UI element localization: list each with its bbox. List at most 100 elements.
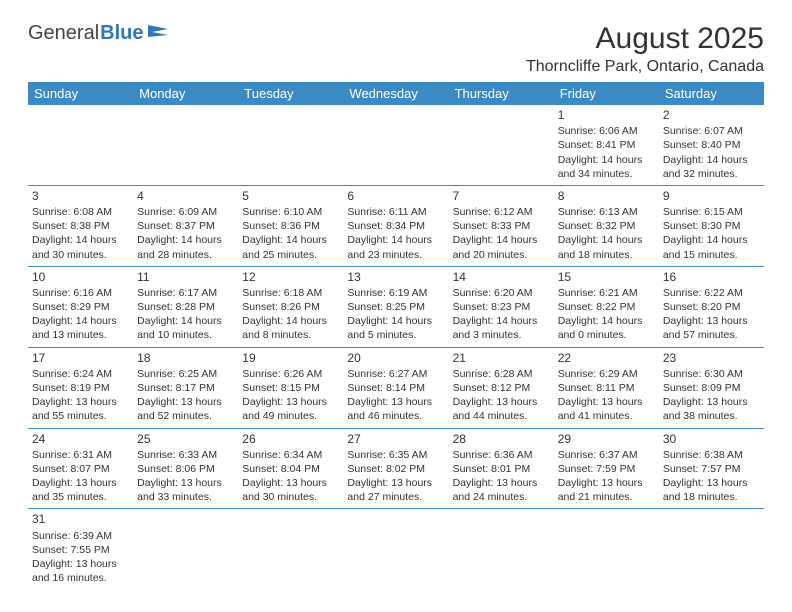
calendar-cell [449,105,554,185]
daylight-text: Daylight: 14 hours and 23 minutes. [347,233,444,261]
daylight-text: Daylight: 14 hours and 34 minutes. [558,153,655,181]
calendar-cell [238,105,343,185]
day-number: 11 [137,269,234,285]
calendar-cell: 28Sunrise: 6:36 AMSunset: 8:01 PMDayligh… [449,428,554,509]
calendar-cell: 27Sunrise: 6:35 AMSunset: 8:02 PMDayligh… [343,428,448,509]
calendar-cell: 2Sunrise: 6:07 AMSunset: 8:40 PMDaylight… [659,105,764,185]
sunrise-text: Sunrise: 6:24 AM [32,367,129,381]
sunrise-text: Sunrise: 6:33 AM [137,448,234,462]
sunset-text: Sunset: 8:14 PM [347,381,444,395]
col-tuesday: Tuesday [238,82,343,105]
day-number: 4 [137,188,234,204]
location: Thorncliffe Park, Ontario, Canada [526,58,764,76]
sunset-text: Sunset: 8:09 PM [663,381,760,395]
calendar-cell: 9Sunrise: 6:15 AMSunset: 8:30 PMDaylight… [659,185,764,266]
daylight-text: Daylight: 14 hours and 5 minutes. [347,314,444,342]
daylight-text: Daylight: 13 hours and 46 minutes. [347,395,444,423]
daylight-text: Daylight: 13 hours and 55 minutes. [32,395,129,423]
day-number: 31 [32,511,129,527]
sunrise-text: Sunrise: 6:16 AM [32,286,129,300]
sunrise-text: Sunrise: 6:17 AM [137,286,234,300]
calendar-cell: 30Sunrise: 6:38 AMSunset: 7:57 PMDayligh… [659,428,764,509]
sunset-text: Sunset: 8:29 PM [32,300,129,314]
day-number: 30 [663,431,760,447]
daylight-text: Daylight: 14 hours and 10 minutes. [137,314,234,342]
calendar-cell: 1Sunrise: 6:06 AMSunset: 8:41 PMDaylight… [554,105,659,185]
calendar-table: Sunday Monday Tuesday Wednesday Thursday… [28,82,764,589]
daylight-text: Daylight: 14 hours and 25 minutes. [242,233,339,261]
sunrise-text: Sunrise: 6:22 AM [663,286,760,300]
sunset-text: Sunset: 8:32 PM [558,219,655,233]
day-number: 13 [347,269,444,285]
sunrise-text: Sunrise: 6:27 AM [347,367,444,381]
sunset-text: Sunset: 8:41 PM [558,138,655,152]
daylight-text: Daylight: 13 hours and 16 minutes. [32,557,129,585]
sunset-text: Sunset: 8:28 PM [137,300,234,314]
daylight-text: Daylight: 14 hours and 3 minutes. [453,314,550,342]
sunset-text: Sunset: 8:06 PM [137,462,234,476]
calendar-row: 17Sunrise: 6:24 AMSunset: 8:19 PMDayligh… [28,347,764,428]
sunset-text: Sunset: 8:38 PM [32,219,129,233]
calendar-head: Sunday Monday Tuesday Wednesday Thursday… [28,82,764,105]
daylight-text: Daylight: 14 hours and 28 minutes. [137,233,234,261]
daylight-text: Daylight: 13 hours and 35 minutes. [32,476,129,504]
daylight-text: Daylight: 13 hours and 33 minutes. [137,476,234,504]
col-saturday: Saturday [659,82,764,105]
sunset-text: Sunset: 8:25 PM [347,300,444,314]
sunset-text: Sunset: 8:15 PM [242,381,339,395]
day-number: 16 [663,269,760,285]
day-number: 20 [347,350,444,366]
daylight-text: Daylight: 13 hours and 38 minutes. [663,395,760,423]
calendar-cell: 24Sunrise: 6:31 AMSunset: 8:07 PMDayligh… [28,428,133,509]
calendar-cell: 6Sunrise: 6:11 AMSunset: 8:34 PMDaylight… [343,185,448,266]
sunrise-text: Sunrise: 6:34 AM [242,448,339,462]
sunrise-text: Sunrise: 6:37 AM [558,448,655,462]
daylight-text: Daylight: 13 hours and 18 minutes. [663,476,760,504]
day-number: 29 [558,431,655,447]
sunrise-text: Sunrise: 6:25 AM [137,367,234,381]
daylight-text: Daylight: 13 hours and 21 minutes. [558,476,655,504]
day-number: 28 [453,431,550,447]
month-title: August 2025 [526,22,764,56]
calendar-cell [238,509,343,589]
day-number: 12 [242,269,339,285]
sunrise-text: Sunrise: 6:35 AM [347,448,444,462]
sunset-text: Sunset: 8:23 PM [453,300,550,314]
sunset-text: Sunset: 8:02 PM [347,462,444,476]
sunrise-text: Sunrise: 6:19 AM [347,286,444,300]
daylight-text: Daylight: 13 hours and 24 minutes. [453,476,550,504]
calendar-cell: 17Sunrise: 6:24 AMSunset: 8:19 PMDayligh… [28,347,133,428]
calendar-cell [343,105,448,185]
daylight-text: Daylight: 13 hours and 27 minutes. [347,476,444,504]
day-number: 6 [347,188,444,204]
calendar-row: 31Sunrise: 6:39 AMSunset: 7:55 PMDayligh… [28,509,764,589]
calendar-cell: 7Sunrise: 6:12 AMSunset: 8:33 PMDaylight… [449,185,554,266]
sunrise-text: Sunrise: 6:10 AM [242,205,339,219]
sunrise-text: Sunrise: 6:09 AM [137,205,234,219]
calendar-cell: 13Sunrise: 6:19 AMSunset: 8:25 PMDayligh… [343,266,448,347]
day-number: 26 [242,431,339,447]
sunset-text: Sunset: 8:04 PM [242,462,339,476]
sunset-text: Sunset: 8:11 PM [558,381,655,395]
calendar-cell: 18Sunrise: 6:25 AMSunset: 8:17 PMDayligh… [133,347,238,428]
calendar-cell: 12Sunrise: 6:18 AMSunset: 8:26 PMDayligh… [238,266,343,347]
calendar-cell: 11Sunrise: 6:17 AMSunset: 8:28 PMDayligh… [133,266,238,347]
sunset-text: Sunset: 8:26 PM [242,300,339,314]
sunset-text: Sunset: 8:30 PM [663,219,760,233]
sunrise-text: Sunrise: 6:12 AM [453,205,550,219]
daylight-text: Daylight: 14 hours and 18 minutes. [558,233,655,261]
calendar-cell: 5Sunrise: 6:10 AMSunset: 8:36 PMDaylight… [238,185,343,266]
calendar-cell [659,509,764,589]
header: GeneralBlue August 2025 Thorncliffe Park… [28,22,764,76]
day-number: 2 [663,107,760,123]
day-number: 15 [558,269,655,285]
sunset-text: Sunset: 8:20 PM [663,300,760,314]
day-number: 25 [137,431,234,447]
sunrise-text: Sunrise: 6:38 AM [663,448,760,462]
day-number: 17 [32,350,129,366]
calendar-body: 1Sunrise: 6:06 AMSunset: 8:41 PMDaylight… [28,105,764,589]
sunrise-text: Sunrise: 6:15 AM [663,205,760,219]
calendar-cell: 23Sunrise: 6:30 AMSunset: 8:09 PMDayligh… [659,347,764,428]
sunrise-text: Sunrise: 6:30 AM [663,367,760,381]
calendar-cell: 20Sunrise: 6:27 AMSunset: 8:14 PMDayligh… [343,347,448,428]
